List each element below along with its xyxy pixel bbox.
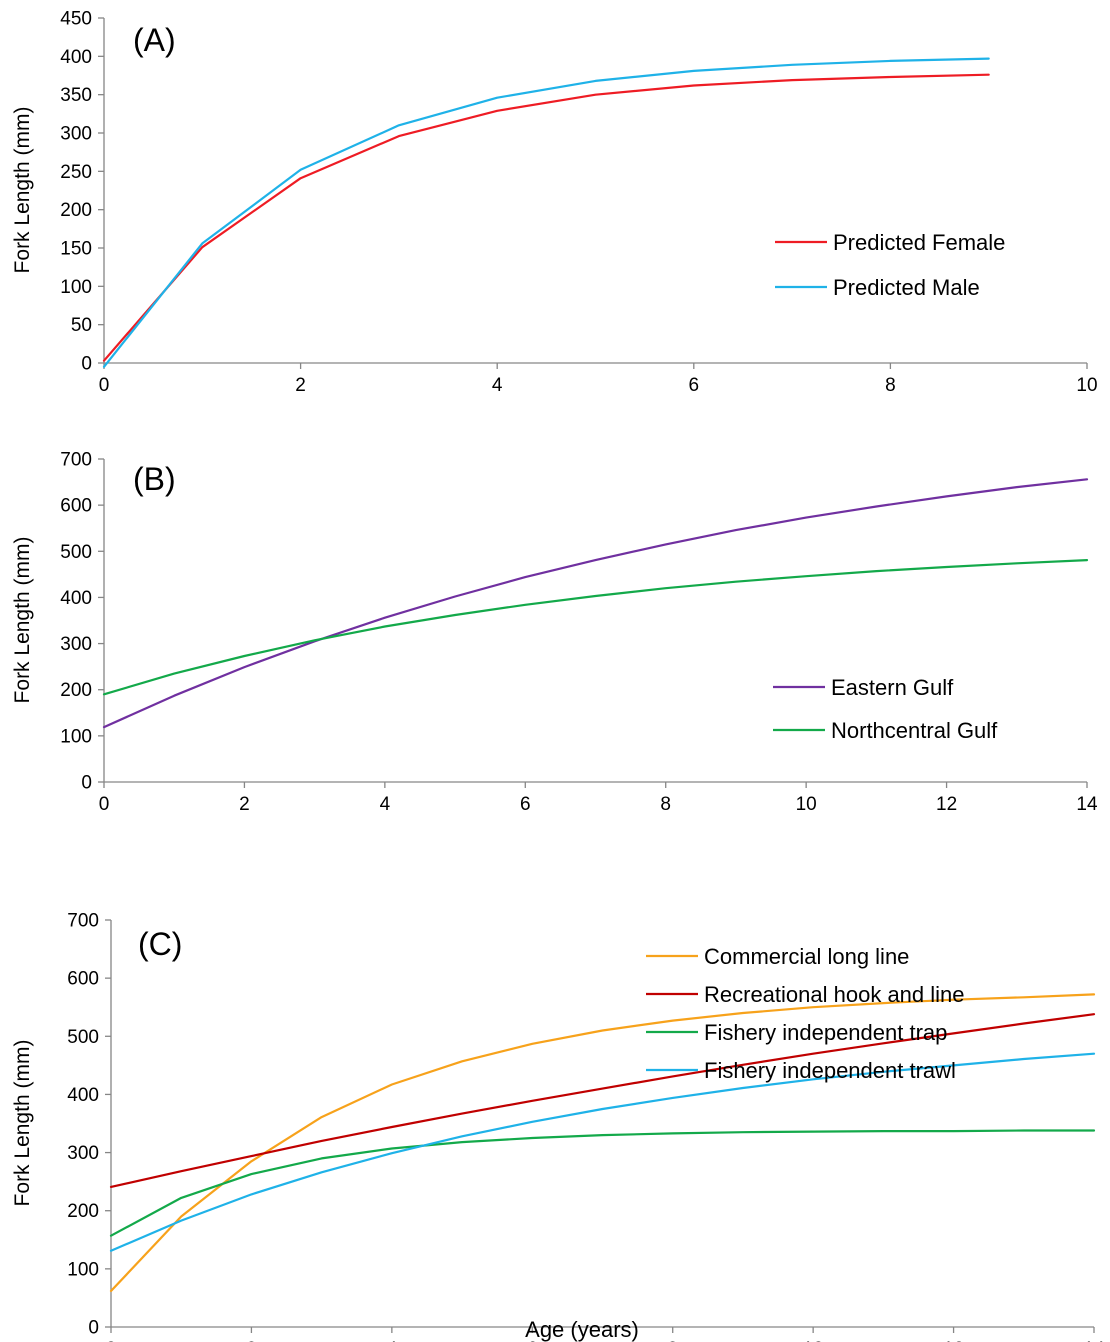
x-tick-label: 6 — [520, 794, 531, 815]
x-tick-label: 4 — [492, 375, 503, 396]
panel-b: 0 100 200 300 400 500 600 700 0 2 4 6 8 10 12 14 Fork Le… — [11, 450, 1098, 816]
legend-label: Commercial long line — [704, 944, 909, 969]
y-tick-label: 500 — [67, 1027, 99, 1048]
legend-label: Predicted Male — [833, 275, 980, 300]
x-tick-label: 10 — [796, 794, 817, 815]
y-tick-label: 450 — [60, 9, 92, 30]
y-tick-label: 50 — [71, 315, 92, 336]
y-axis-label: Fork Length (mm) — [11, 537, 34, 704]
y-tick-label: 700 — [67, 911, 99, 932]
y-tick-label: 150 — [60, 239, 92, 260]
series-line-predicted-male — [104, 59, 989, 367]
y-tick-label: 250 — [60, 162, 92, 183]
x-tick-label: 8 — [660, 794, 671, 815]
x-tick-label: 0 — [99, 794, 110, 815]
y-tick-label: 500 — [60, 542, 92, 563]
y-tick-label: 100 — [60, 277, 92, 298]
legend-label: Northcentral Gulf — [831, 718, 998, 743]
y-tick-label: 700 — [60, 450, 92, 471]
y-tick-label: 600 — [67, 969, 99, 990]
y-tick-label: 300 — [60, 634, 92, 655]
x-tick-label: 6 — [689, 375, 700, 396]
x-tick-label: 2 — [239, 794, 250, 815]
y-tick-label: 0 — [81, 354, 92, 375]
x-tick-label: 4 — [380, 794, 391, 815]
legend-label: Recreational hook and line — [704, 982, 965, 1007]
y-tick-label: 200 — [60, 200, 92, 221]
y-tick-label: 350 — [60, 85, 92, 106]
y-tick-label: 600 — [60, 496, 92, 517]
y-tick-label: 100 — [67, 1259, 99, 1280]
y-tick-label: 0 — [81, 773, 92, 794]
series-line-fishery-independent-trap — [111, 1131, 1094, 1236]
legend-label: Predicted Female — [833, 230, 1005, 255]
y-axis-label: Fork Length (mm) — [11, 1040, 34, 1207]
legend: Predicted Female Predicted Male — [775, 230, 1005, 300]
panel-label: (A) — [133, 22, 176, 58]
y-tick-label: 400 — [60, 47, 92, 68]
y-tick-label: 100 — [60, 726, 92, 747]
x-tick-label: 2 — [295, 375, 306, 396]
y-tick-label: 200 — [67, 1201, 99, 1222]
legend-label: Eastern Gulf — [831, 675, 954, 700]
x-axis-label: Age (years) — [525, 1317, 639, 1342]
panel-label: (B) — [133, 461, 176, 497]
y-axis-label: Fork Length (mm) — [11, 107, 34, 274]
x-tick-label: 8 — [885, 375, 896, 396]
y-tick-label: 400 — [67, 1085, 99, 1106]
y-tick-label: 400 — [60, 588, 92, 609]
y-tick-label: 200 — [60, 680, 92, 701]
x-tick-label: 12 — [936, 794, 957, 815]
legend-label: Fishery independent trap — [704, 1020, 947, 1045]
legend: Eastern Gulf Northcentral Gulf — [773, 675, 998, 743]
panel-label: (C) — [138, 926, 182, 962]
x-tick-label: 14 — [1076, 794, 1098, 815]
panel-a: 0 50 100 150 200 250 300 350 400 450 0 2 4 6 8 10 Fork L… — [11, 9, 1098, 397]
x-tick-label: 10 — [1076, 375, 1097, 396]
series-line-fishery-independent-trawl — [111, 1054, 1094, 1251]
legend: Commercial long line Recreational hook an… — [646, 944, 965, 1083]
y-tick-label: 0 — [88, 1318, 99, 1339]
y-tick-label: 300 — [67, 1143, 99, 1164]
x-tick-label: 0 — [99, 375, 110, 396]
y-tick-label: 300 — [60, 124, 92, 145]
legend-label: Fishery independent trawl — [704, 1058, 956, 1083]
